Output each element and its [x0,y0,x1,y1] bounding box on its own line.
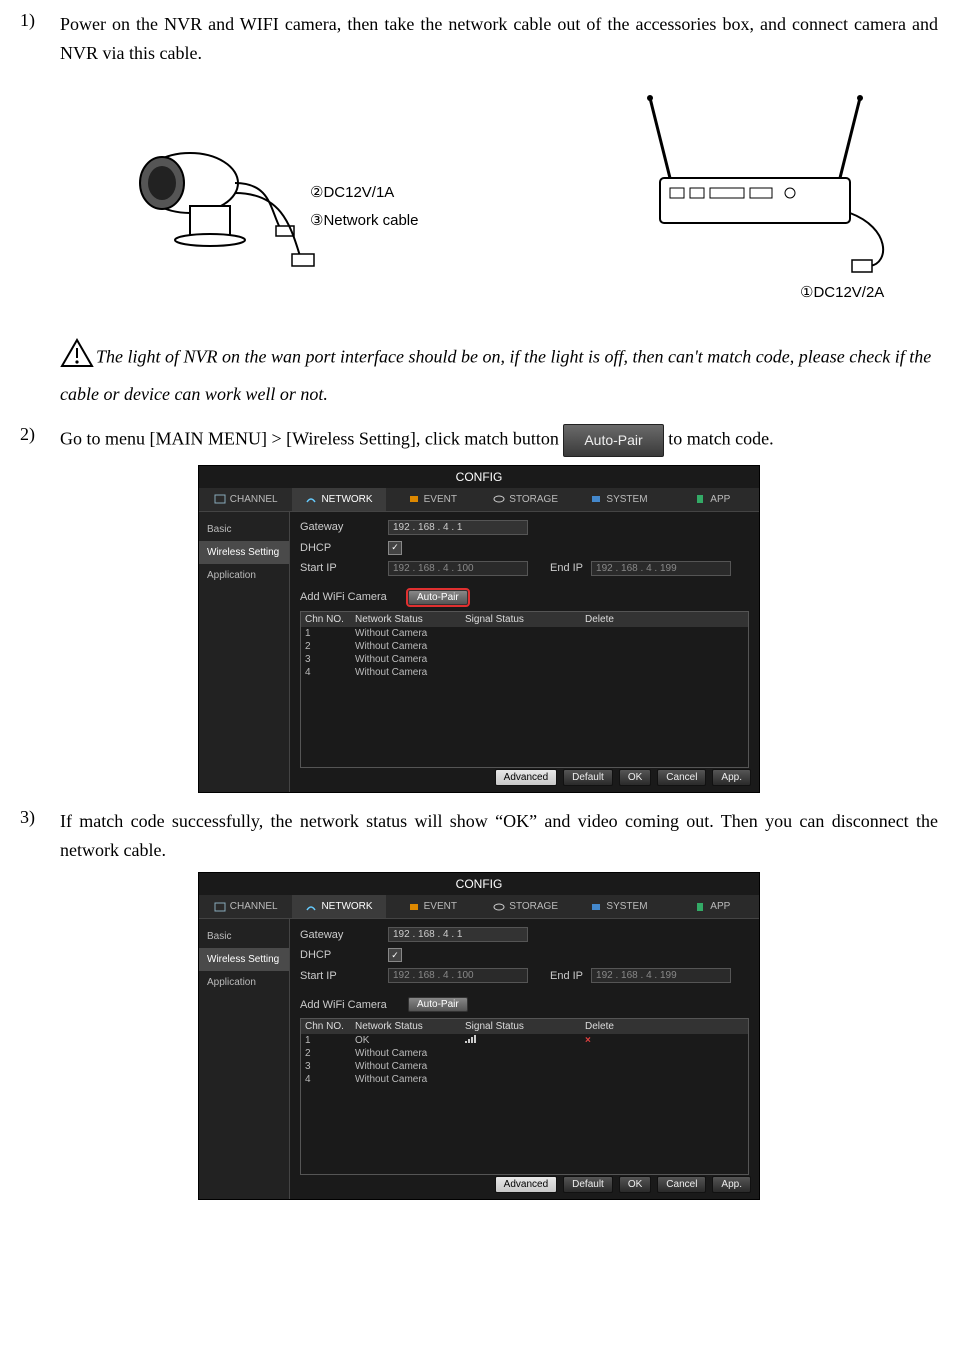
table-row: 4Without Camera [301,666,748,679]
btn-app[interactable]: App. [712,769,751,786]
input-endip-2[interactable]: 192 . 168 . 4 . 199 [591,968,731,983]
step-3-num: 3) [20,807,60,865]
step-2-num: 2) [20,424,60,456]
tab-app-2[interactable]: APP [666,895,759,918]
tab-channel[interactable]: CHANNEL [199,488,292,511]
camera-icon [140,153,314,266]
btn-ok-2[interactable]: OK [619,1176,651,1193]
step-1-text: Power on the NVR and WIFI camera, then t… [60,10,938,68]
step-3-text: If match code successfully, the network … [60,807,938,865]
step-2-text-a: Go to menu [MAIN MENU] > [Wireless Setti… [60,429,563,449]
input-startip-2[interactable]: 192 . 168 . 4 . 100 [388,968,528,983]
table-row: 2Without Camera [301,1047,748,1060]
btn-advanced-2[interactable]: Advanced [495,1176,557,1193]
step-1-num: 1) [20,10,60,68]
label-endip: End IP [550,562,583,574]
config-tabs: CHANNEL NETWORK EVENT STORAGE SYSTEM APP [199,488,759,512]
step-2-text: Go to menu [MAIN MENU] > [Wireless Setti… [60,424,938,456]
table-row: 4Without Camera [301,1073,748,1086]
btn-ok[interactable]: OK [619,769,651,786]
sidebar-item-wireless[interactable]: Wireless Setting [199,541,289,564]
table-row: 3Without Camera [301,653,748,666]
btn-default[interactable]: Default [563,769,613,786]
tab-channel-2[interactable]: CHANNEL [199,895,292,918]
checkbox-dhcp[interactable]: ✓ [388,541,402,555]
table-row: 3Without Camera [301,1060,748,1073]
input-endip[interactable]: 192 . 168 . 4 . 199 [591,561,731,576]
btn-cancel[interactable]: Cancel [657,769,706,786]
camera-table-2: Chn NO.Network StatusSignal StatusDelete… [300,1018,749,1175]
sidebar-item-basic-2[interactable]: Basic [199,925,289,948]
table-row: 1OK× [301,1034,748,1047]
btn-default-2[interactable]: Default [563,1176,613,1193]
warning-note: The light of NVR on the wan port interfa… [60,338,938,411]
tab-storage-2[interactable]: STORAGE [479,895,572,918]
label-addwifi: Add WiFi Camera [300,591,400,603]
auto-pair-button-2[interactable]: Auto-Pair [408,997,468,1012]
config-footer-2: Advanced Default OK Cancel App. [495,1176,751,1193]
config-window-1: CONFIG CHANNEL NETWORK EVENT STORAGE SYS… [198,465,760,793]
label-startip: Start IP [300,562,380,574]
diagram-label-network-cable: ③Network cable [310,211,419,229]
input-gateway[interactable]: 192 . 168 . 4 . 1 [388,520,528,535]
sidebar-item-application[interactable]: Application [199,564,289,587]
table-row: 2Without Camera [301,640,748,653]
sidebar-item-wireless-2[interactable]: Wireless Setting [199,948,289,971]
warning-icon [60,338,94,378]
diagram-label-dc12v-1a: ②DC12V/1A [310,183,394,201]
sidebar-item-basic[interactable]: Basic [199,518,289,541]
input-gateway-2[interactable]: 192 . 168 . 4 . 1 [388,927,528,942]
step-2: 2) Go to menu [MAIN MENU] > [Wireless Se… [20,424,938,456]
step-3: 3) If match code successfully, the netwo… [20,807,938,865]
tab-network[interactable]: NETWORK [292,488,385,511]
tab-event-2[interactable]: EVENT [386,895,479,918]
warning-text: The light of NVR on the wan port interfa… [60,346,931,404]
nvr-icon [647,95,883,272]
table-row: 1Without Camera [301,627,748,640]
config-footer: Advanced Default OK Cancel App. [495,769,751,786]
tab-event[interactable]: EVENT [386,488,479,511]
tab-app[interactable]: APP [666,488,759,511]
config-main-2: Gateway192 . 168 . 4 . 1 DHCP✓ Start IP1… [290,919,759,1199]
table-header: Chn NO.Network StatusSignal StatusDelete [301,612,748,627]
step-2-text-b: to match code. [668,429,773,449]
table-header-2: Chn NO.Network StatusSignal StatusDelete [301,1019,748,1034]
config-tabs-2: CHANNEL NETWORK EVENT STORAGE SYSTEM APP [199,895,759,919]
auto-pair-button[interactable]: Auto-Pair [408,590,468,605]
config-title: CONFIG [199,466,759,488]
label-dhcp: DHCP [300,542,380,554]
checkbox-dhcp-2[interactable]: ✓ [388,948,402,962]
connection-diagram: ②DC12V/1A ③Network cable ①DC12V/2A [60,88,938,318]
tab-system-2[interactable]: SYSTEM [572,895,665,918]
sidebar-item-application-2[interactable]: Application [199,971,289,994]
diagram-label-dc12v-2a: ①DC12V/2A [800,283,884,301]
camera-table: Chn NO.Network StatusSignal StatusDelete… [300,611,749,768]
tab-network-2[interactable]: NETWORK [292,895,385,918]
config-sidebar: Basic Wireless Setting Application [199,512,290,792]
auto-pair-inline-button[interactable]: Auto-Pair [563,424,663,456]
btn-advanced[interactable]: Advanced [495,769,557,786]
tab-system[interactable]: SYSTEM [572,488,665,511]
config-main: Gateway 192 . 168 . 4 . 1 DHCP ✓ Start IP 1… [290,512,759,792]
btn-cancel-2[interactable]: Cancel [657,1176,706,1193]
config-window-2: CONFIG CHANNEL NETWORK EVENT STORAGE SYS… [198,872,760,1200]
tab-storage[interactable]: STORAGE [479,488,572,511]
label-gateway: Gateway [300,521,380,533]
input-startip[interactable]: 192 . 168 . 4 . 100 [388,561,528,576]
btn-app-2[interactable]: App. [712,1176,751,1193]
config-sidebar-2: Basic Wireless Setting Application [199,919,290,1199]
config-title-2: CONFIG [199,873,759,895]
delete-icon[interactable]: × [585,1035,591,1046]
step-1: 1) Power on the NVR and WIFI camera, the… [20,10,938,68]
